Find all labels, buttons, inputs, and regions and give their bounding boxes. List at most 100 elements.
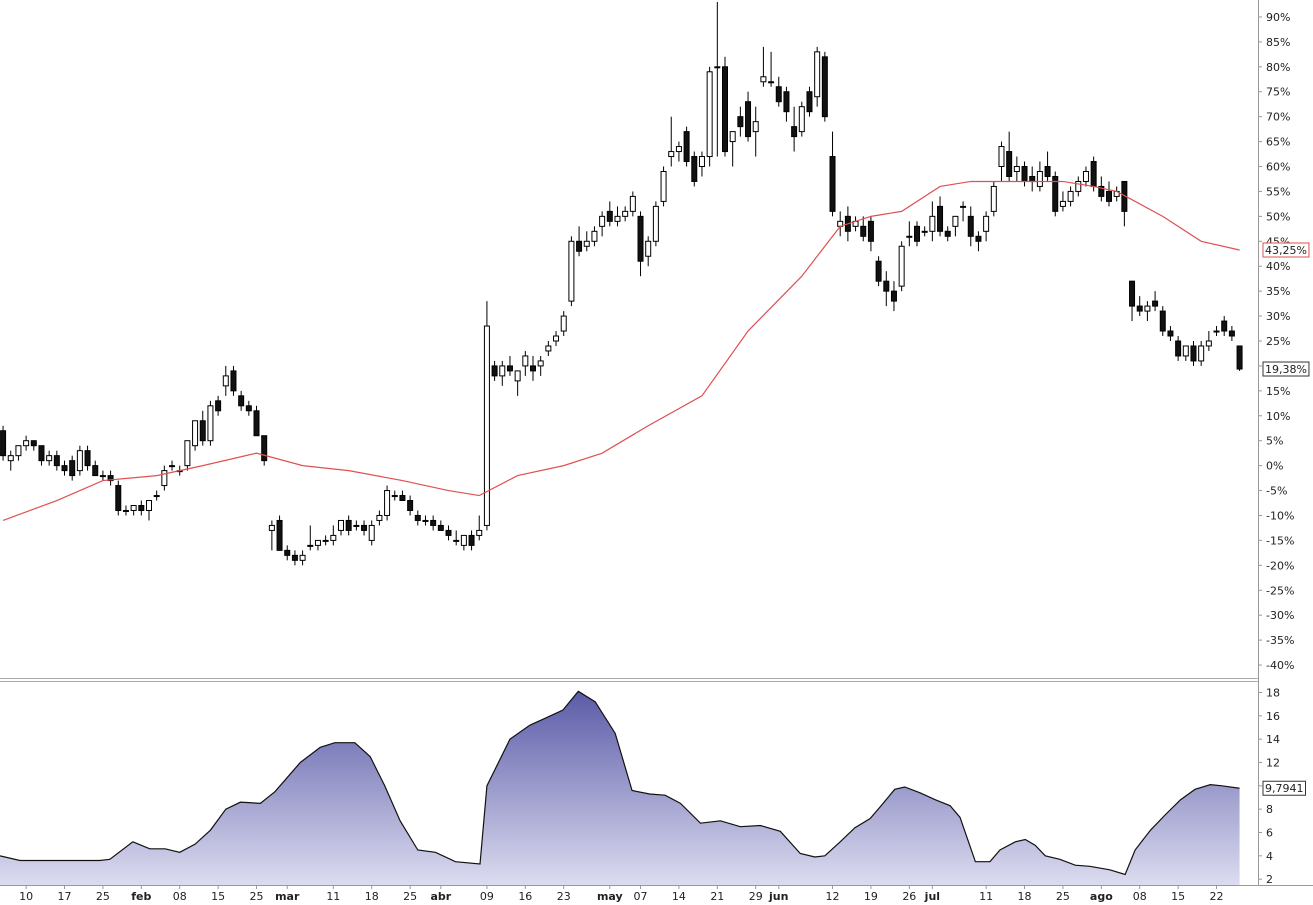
candle-body	[115, 485, 122, 511]
candle-body	[1106, 190, 1113, 202]
x-tick-label: 19	[864, 890, 878, 903]
candle-body	[407, 500, 414, 511]
candle-body	[322, 539, 329, 542]
x-tick-label: 18	[1018, 890, 1032, 903]
x-tick-label: ago	[1090, 890, 1113, 903]
x-tick-label: mar	[275, 890, 300, 903]
candle-body	[967, 215, 974, 237]
value-label-text: 9,7941	[1265, 782, 1304, 795]
candle-body	[537, 360, 544, 367]
candle-body	[299, 554, 306, 561]
candle-body	[944, 230, 951, 237]
value-label-box	[1262, 361, 1310, 377]
candle-body	[138, 505, 145, 511]
candle-body	[483, 325, 490, 526]
candle-body	[760, 76, 767, 83]
candle-body	[169, 465, 176, 468]
y-tick-label: 8	[1266, 803, 1273, 816]
candle-body	[0, 430, 7, 457]
candle-body	[698, 156, 705, 168]
candle-body	[545, 345, 552, 352]
candle-body	[468, 534, 475, 546]
candle-body	[422, 519, 429, 522]
value-label-box	[1262, 242, 1310, 258]
candle-body	[745, 101, 752, 138]
candle-body	[529, 365, 536, 372]
candle-body	[1006, 151, 1013, 177]
candle-body	[752, 121, 759, 133]
candle-body	[906, 235, 913, 238]
candle-body	[53, 455, 60, 467]
candle-body	[622, 210, 629, 217]
candle-body	[576, 240, 583, 252]
candle-body	[314, 539, 321, 546]
candle-body	[192, 420, 199, 447]
x-tick-label: 26	[902, 890, 916, 903]
candle-body	[783, 91, 790, 113]
candle-body	[1013, 166, 1020, 172]
x-tick-label: may	[597, 890, 623, 903]
y-tick-label: -10%	[1266, 509, 1294, 522]
y-tick-label: 4	[1266, 850, 1273, 863]
y-tick-label: 55%	[1266, 185, 1290, 198]
candle-body	[1059, 200, 1066, 207]
candle-body	[414, 514, 421, 521]
y-tick-label: 50%	[1266, 210, 1290, 223]
y-tick-label: 75%	[1266, 86, 1290, 99]
y-tick-label: 60%	[1266, 161, 1290, 174]
candle-body	[437, 524, 444, 531]
candle-body	[914, 225, 921, 242]
y-tick-label: -20%	[1266, 559, 1294, 572]
candle-body	[714, 66, 721, 69]
candle-body	[921, 230, 928, 233]
y-tick-label: 18	[1266, 687, 1280, 700]
x-tick-label: 11	[326, 890, 340, 903]
value-label: 19,38%	[1262, 361, 1310, 377]
candle-body	[722, 66, 729, 153]
candle-body	[376, 514, 383, 521]
y-tick-label: 80%	[1266, 61, 1290, 74]
candle-body	[268, 524, 275, 531]
x-tick-label: 07	[634, 890, 648, 903]
candle-body	[84, 450, 91, 467]
candle-body	[15, 445, 22, 457]
candle-body	[291, 554, 298, 561]
candle-body	[453, 539, 460, 542]
x-tick-label: 22	[1210, 890, 1224, 903]
candle-body	[1175, 340, 1182, 357]
candle-body	[238, 395, 245, 407]
candle-body	[975, 235, 982, 242]
candle-body	[937, 205, 944, 232]
candle-body	[61, 465, 68, 472]
x-tick-label: jul	[924, 890, 940, 903]
candle-body	[153, 495, 160, 498]
y-tick-label: -5%	[1266, 485, 1287, 498]
candle-body	[92, 465, 99, 477]
candle-body	[1036, 170, 1043, 187]
candle-body	[1082, 170, 1089, 182]
candle-body	[253, 410, 260, 437]
candle-body	[1044, 166, 1051, 177]
candle-body	[245, 405, 252, 412]
x-tick-label: 25	[250, 890, 264, 903]
area-fill	[0, 691, 1240, 885]
candle-body	[1228, 330, 1235, 337]
candle-body	[1182, 345, 1189, 357]
candle-body	[337, 519, 344, 531]
candle-body	[430, 519, 437, 526]
y-tick-label: 12	[1266, 757, 1280, 770]
candle-body	[1021, 166, 1028, 182]
x-tick-label: 12	[826, 890, 840, 903]
candle-body	[829, 156, 836, 212]
candle-body	[583, 240, 590, 247]
candle-body	[1236, 345, 1243, 370]
value-label: 9,7941	[1262, 780, 1306, 796]
y-tick-label: 6	[1266, 827, 1273, 840]
candle-body	[683, 131, 690, 163]
candle-body	[729, 131, 736, 143]
candle-body	[69, 460, 76, 477]
candle-body	[1221, 320, 1228, 332]
candle-body	[230, 370, 237, 392]
candle-body	[1029, 175, 1036, 182]
candle-body	[1067, 190, 1074, 202]
